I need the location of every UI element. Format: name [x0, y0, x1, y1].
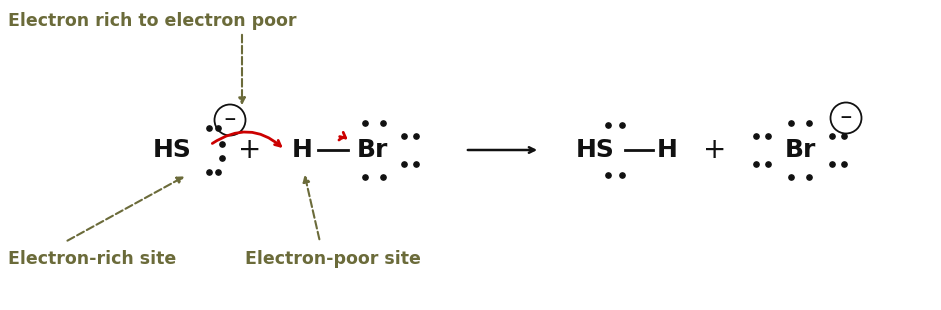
Text: −: −	[839, 110, 853, 126]
Text: H: H	[657, 138, 678, 162]
Text: H: H	[292, 138, 312, 162]
Text: Electron rich to electron poor: Electron rich to electron poor	[8, 12, 296, 30]
Text: HS: HS	[576, 138, 614, 162]
Text: Electron-rich site: Electron-rich site	[8, 250, 176, 268]
Text: Electron-poor site: Electron-poor site	[245, 250, 421, 268]
Text: HS: HS	[152, 138, 191, 162]
Text: +: +	[703, 136, 726, 164]
Text: +: +	[238, 136, 262, 164]
Text: Br: Br	[784, 138, 816, 162]
Text: Br: Br	[357, 138, 388, 162]
Text: −: −	[224, 113, 236, 127]
